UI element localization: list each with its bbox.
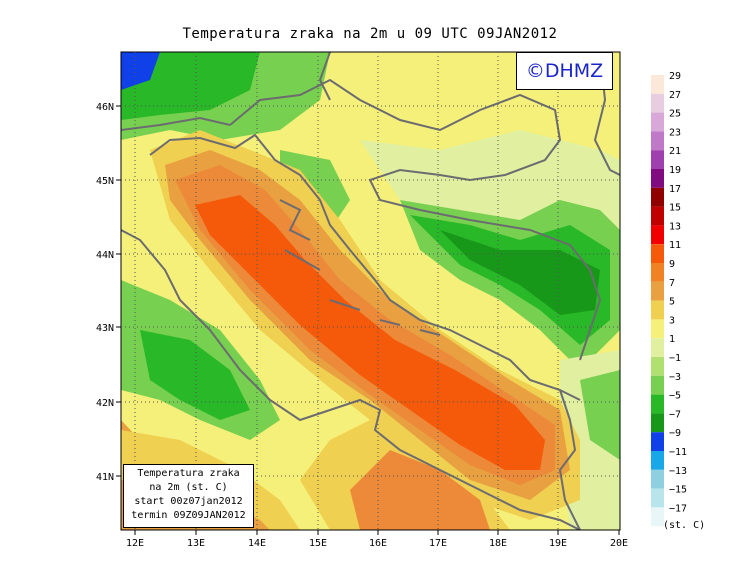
lon-label: 13E	[187, 538, 205, 549]
colorbar-swatch	[651, 413, 664, 433]
info-box: Temperatura zraka na 2m (st. C) start 00…	[123, 464, 254, 528]
lon-label: 20E	[610, 538, 628, 549]
colorbar-swatch	[651, 75, 664, 94]
colorbar-swatch	[651, 225, 664, 245]
colorbar-swatch	[651, 469, 664, 489]
colorbar-level: −3	[669, 372, 681, 383]
map-title: Temperatura zraka na 2m u 09 UTC 09JAN20…	[182, 26, 558, 42]
colorbar-swatch	[651, 432, 664, 451]
colorbar-swatch	[651, 338, 664, 357]
info-line: Temperatura zraka	[137, 468, 240, 479]
colorbar-level: −17	[669, 503, 687, 514]
temperature-field	[121, 52, 620, 530]
colorbar-swatch	[651, 488, 664, 508]
colorbar-level: −5	[669, 391, 681, 402]
colorbar-level: −7	[669, 409, 681, 420]
lon-label: 18E	[489, 538, 507, 549]
colorbar-swatch	[651, 507, 664, 527]
colorbar-swatch	[651, 187, 664, 207]
info-line: termin 09Z09JAN2012	[131, 510, 246, 521]
colorbar-level: 7	[669, 278, 675, 289]
colorbar-swatch	[651, 375, 664, 395]
colorbar-level: −9	[669, 428, 681, 439]
colorbar-level: 5	[669, 297, 675, 308]
colorbar-swatch	[651, 451, 664, 470]
lat-label: 42N	[96, 398, 114, 409]
colorbar-level: 25	[669, 109, 681, 120]
colorbar-level: 9	[669, 259, 675, 270]
colorbar-swatch	[651, 319, 664, 339]
info-line: na 2m (st. C)	[149, 482, 228, 493]
colorbar-swatch	[651, 281, 664, 301]
info-line: start 00z07jan2012	[134, 496, 243, 507]
colorbar-level: −11	[669, 447, 687, 458]
colorbar-level: 3	[669, 315, 675, 326]
colorbar-level: 29	[669, 71, 681, 82]
colorbar-level: 13	[669, 221, 681, 232]
lat-label: 43N	[96, 323, 114, 334]
lon-label: 14E	[248, 538, 266, 549]
colorbar-level: 27	[669, 90, 681, 101]
colorbar-unit: (st. C)	[663, 520, 705, 531]
colorbar-level: 19	[669, 165, 681, 176]
colorbar: 29 27 25 23 21 19 17 15 13 11 9 7 5 3 1 −1 −3 −5 −7 −9 −11 −1…	[651, 71, 687, 527]
lat-label: 41N	[96, 472, 114, 483]
colorbar-swatch	[651, 112, 664, 132]
lat-label: 45N	[96, 176, 114, 187]
lon-label: 12E	[126, 538, 144, 549]
lon-label: 15E	[309, 538, 327, 549]
colorbar-level: −1	[669, 353, 681, 364]
colorbar-level: 15	[669, 203, 681, 214]
colorbar-level: 17	[669, 184, 681, 195]
colorbar-swatch	[651, 150, 664, 169]
colorbar-level: 23	[669, 127, 681, 138]
colorbar-swatch	[651, 93, 664, 113]
colorbar-swatch	[651, 244, 664, 263]
lon-label: 16E	[369, 538, 387, 549]
colorbar-level: −13	[669, 466, 687, 477]
colorbar-level: 21	[669, 146, 681, 157]
colorbar-swatch	[651, 169, 664, 188]
colorbar-swatch	[651, 131, 664, 151]
colorbar-level: −15	[669, 485, 687, 496]
dhmz-watermark: ©DHMZ	[516, 52, 613, 90]
colorbar-swatch	[651, 300, 664, 320]
colorbar-level: 11	[669, 240, 681, 251]
lat-label: 46N	[96, 102, 114, 113]
lon-label: 19E	[549, 538, 567, 549]
lon-label: 17E	[429, 538, 447, 549]
colorbar-level: 1	[669, 334, 675, 345]
colorbar-swatch	[651, 394, 664, 414]
colorbar-swatch	[651, 357, 664, 376]
colorbar-swatch	[651, 263, 664, 282]
lat-label: 44N	[96, 250, 114, 261]
colorbar-swatch	[651, 206, 664, 226]
